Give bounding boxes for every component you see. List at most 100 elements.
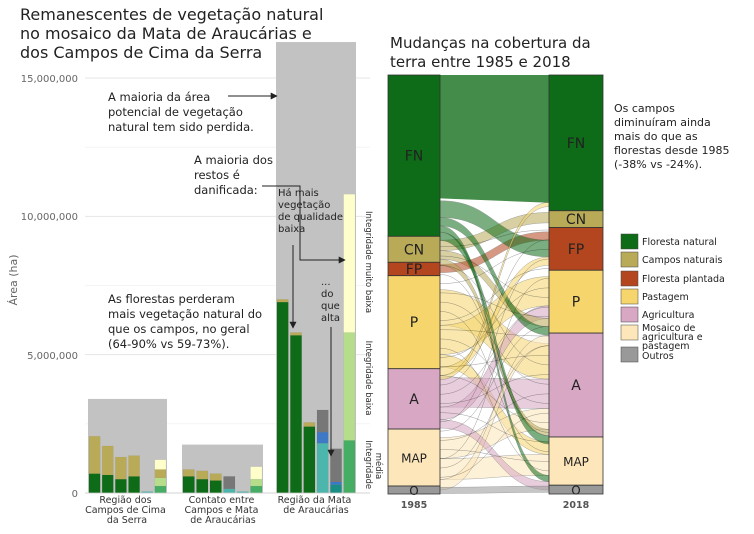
- bar-0-3-segment-1: [128, 455, 140, 477]
- left-label-map: MAP: [401, 452, 427, 466]
- bar-2-3-segment-1: [316, 431, 329, 444]
- ytick-10m: 10,000,000: [21, 212, 78, 223]
- flow-line-22: [439, 449, 550, 462]
- bar-2-2-segment-0: [303, 426, 316, 494]
- right-stratum-fn: [548, 74, 604, 212]
- bar-2-0-segment-1: [276, 299, 289, 303]
- bar-1-0-segment-1: [182, 469, 195, 477]
- legend-swatch-outros: [620, 346, 639, 363]
- flow-line-21: [439, 393, 550, 441]
- integrity-medium-label: Integridade média: [363, 440, 384, 492]
- bar-0-3-segment-0: [128, 476, 140, 494]
- legend-label-campos-naturais: Campos naturais: [642, 255, 722, 266]
- flow-line-11: [439, 348, 550, 472]
- integrity-low-label: Integridade baixa: [363, 341, 373, 416]
- left-label-cn: CN: [404, 242, 424, 258]
- annotation-forests-lost: As florestas perderam mais vegetação nat…: [108, 292, 266, 351]
- legend-swatch-pastagem: [620, 288, 639, 305]
- legend-label-floresta-natural: Floresta natural: [642, 237, 717, 248]
- right-label-map: MAP: [563, 455, 589, 469]
- bar-0-5-segment-3: [154, 459, 167, 470]
- bar-0-5-segment-1: [154, 477, 167, 487]
- bar-2-5-segment-1: [343, 332, 356, 441]
- flow-line-9: [439, 329, 550, 337]
- left-title-line-1: Remanescentes de vegetação natural: [20, 5, 323, 24]
- flow-line-24: [439, 345, 550, 469]
- right-note: Os campos diminuíram ainda mais do que a…: [614, 102, 733, 171]
- left-label-a: A: [409, 392, 419, 408]
- left-label-fn: FN: [405, 149, 424, 165]
- bar-2-4-segment-2: [330, 448, 342, 483]
- flow-line-23: [439, 278, 550, 459]
- group-label-campos: Região dos Campos de Cima da Serra: [85, 495, 169, 526]
- right-stratum-map: [548, 436, 604, 486]
- left-stratum-p: [387, 275, 441, 370]
- left-stratum-o: [387, 485, 441, 495]
- left-label-o: O: [409, 484, 418, 498]
- ytick-5m: 5,000,000: [27, 351, 78, 362]
- bar-1-5-segment-1: [250, 478, 263, 487]
- flow-line-18: [439, 412, 550, 443]
- ytick-0: 0: [72, 489, 78, 500]
- right-stratum-fp: [548, 227, 604, 271]
- alluvial-chart: FN CN FP P A MAP O FN CN FP P A MAP O: [387, 74, 604, 498]
- flow-line-7: [439, 311, 550, 452]
- flow-line-15: [439, 239, 550, 386]
- ytick-15m: 15,000,000: [21, 74, 78, 85]
- year-2018: 2018: [563, 500, 590, 511]
- bar-1-1-segment-1: [196, 470, 209, 480]
- bar-0-0-segment-1: [88, 436, 101, 474]
- bar-0-2-segment-0: [115, 478, 127, 494]
- right-label-fn: FN: [567, 136, 586, 152]
- bar-2-4-segment-1: [330, 481, 342, 485]
- right-chart-title: Mudanças na cobertura da terra entre 198…: [390, 34, 596, 71]
- legend: Floresta natural Campos naturais Florest…: [620, 233, 725, 363]
- bar-1-2-segment-1: [209, 473, 222, 481]
- integrity-very-low-label: Integridade muito baixa: [363, 211, 373, 313]
- flow-line-19: [439, 258, 550, 423]
- bar-2-4-segment-0: [330, 484, 342, 494]
- flow-line-3: [439, 274, 550, 433]
- right-label-o: O: [571, 484, 580, 498]
- legend-label-floresta-plantada: Floresta plantada: [642, 274, 725, 285]
- annotation-remains-damaged: A maioria dos restos é danificada:: [194, 153, 277, 197]
- bar-0-2-segment-1: [115, 456, 127, 480]
- legend-label-outros: Outros: [642, 351, 674, 362]
- bar-0-5-segment-0: [154, 485, 167, 494]
- bar-1-2-segment-0: [209, 480, 222, 494]
- left-label-p: P: [410, 315, 418, 331]
- annotation-arrow-2: [262, 185, 346, 264]
- bar-1-1-segment-0: [196, 478, 209, 494]
- bar-2-3-segment-2: [316, 409, 329, 433]
- legend-label-pastagem: Pastagem: [642, 292, 689, 303]
- year-1985: 1985: [401, 500, 427, 511]
- right-stratum-o: [548, 484, 604, 495]
- annotation-more-low-quality: Há mais vegetação de qualidade baixa: [278, 187, 346, 235]
- bar-1-5-segment-0: [250, 485, 263, 494]
- flow-line-16: [439, 306, 550, 395]
- left-label-fp: FP: [406, 262, 423, 278]
- flow-line-4: [439, 249, 550, 284]
- potential-area-bg-2: [276, 42, 356, 494]
- potential-area-bg-0: [88, 398, 167, 493]
- right-title-line-1: Mudanças na cobertura da: [390, 34, 591, 52]
- right-stratum-a: [548, 332, 604, 438]
- bar-0-5-segment-2: [154, 469, 167, 478]
- bar-2-0-segment-0: [276, 301, 289, 494]
- bar-1-0-segment-0: [182, 476, 195, 494]
- legend-label-mosaico: Mosaico de agricultura e pastagem: [642, 323, 706, 352]
- left-ylabel: Área (ha): [7, 254, 20, 305]
- flow-line-10: [439, 338, 550, 404]
- flow-line-17: [439, 374, 550, 404]
- flow-fn-to-fn: [440, 75, 549, 203]
- right-label-cn: CN: [566, 212, 586, 228]
- legend-swatch-agricultura: [620, 306, 639, 323]
- left-bars: [85, 42, 370, 494]
- group-label-contato: Contato entre Campos e Mata de Araucária…: [185, 495, 262, 526]
- bar-2-3-segment-0: [316, 443, 329, 494]
- flow-line-5: [439, 292, 550, 317]
- potential-area-bg-1: [182, 444, 263, 493]
- bar-0-0-segment-0: [88, 473, 101, 494]
- right-label-a: A: [571, 378, 581, 394]
